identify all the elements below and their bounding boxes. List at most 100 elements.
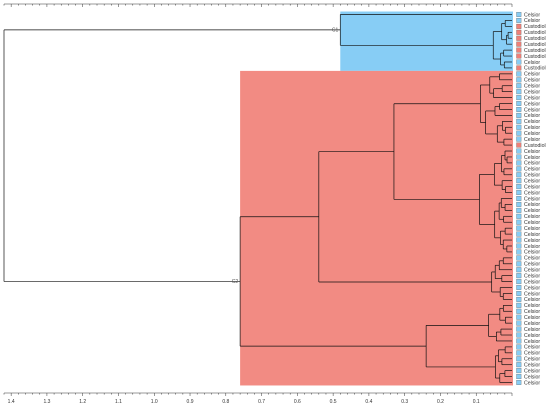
leaf-color-swatch [516, 273, 522, 279]
x-tick-label: 0.6 [294, 399, 301, 404]
leaf-label: Custodiol [524, 143, 546, 149]
leaf-label: Celsior [524, 315, 540, 321]
leaf-color-swatch [516, 362, 522, 368]
leaf-color-swatch [516, 237, 522, 243]
leaf-label: Celsior [524, 262, 540, 268]
leaf-label: Celsior [524, 167, 540, 173]
leaf-color-swatch [516, 196, 522, 201]
leaf-color-swatch [516, 225, 522, 231]
leaf-label: Celsior [524, 268, 540, 274]
leaf-label: Celsior [524, 333, 540, 339]
leaf-label: Celsior [524, 190, 540, 196]
leaf-label: Celsior [524, 374, 540, 380]
leaf-color-swatch [516, 302, 522, 308]
cluster-c2-region [240, 70, 513, 386]
leaf-color-swatch [516, 249, 522, 255]
leaf-color-swatch [516, 77, 522, 83]
leaf-label: Custodiol [524, 54, 546, 60]
leaf-label: Celsior [524, 345, 540, 351]
leaf-label: Celsior [524, 250, 540, 256]
leaf-color-swatch [516, 190, 522, 196]
x-tick-label: 0.7 [258, 399, 265, 404]
leaf-color-swatch [516, 124, 522, 130]
leaf-color-swatch [516, 332, 522, 338]
leaf-label: Celsior [524, 208, 540, 214]
leaf-color-swatch [516, 296, 522, 302]
leaf-label: Celsior [524, 155, 540, 161]
leaf-label: Celsior [524, 220, 540, 226]
leaf-color-swatch [516, 201, 522, 207]
leaf-label: Celsior [524, 202, 540, 208]
leaf-color-swatch [516, 148, 522, 154]
leaf-label: Celsior [524, 285, 540, 291]
leaf-color-swatch [516, 285, 522, 290]
leaf-label: Celsior [524, 149, 540, 155]
cluster-regions [240, 11, 513, 386]
x-tick-label: 1.4 [8, 399, 15, 404]
leaf-label: Celsior [524, 232, 540, 238]
leaf-color-swatch [516, 23, 522, 29]
leaf-color-swatch [516, 314, 522, 320]
dendrogram-links [3, 14, 512, 383]
leaf-label: Celsior [524, 196, 540, 202]
leaf-color-swatch [516, 59, 522, 65]
cluster-c1-region [340, 11, 513, 71]
leaf-labels: CelsiorCelsiorCustodiolCustodiolCustodio… [516, 12, 546, 386]
leaf-label: Celsior [524, 137, 540, 143]
leaf-color-swatch [516, 41, 522, 47]
x-tick-label: 1.2 [79, 399, 86, 404]
leaf-label: Celsior [524, 362, 540, 368]
leaf-label: Celsior [524, 214, 540, 220]
leaf-color-swatch [516, 231, 522, 237]
leaf-color-swatch [516, 308, 522, 314]
leaf-label: Celsior [524, 309, 540, 315]
leaf-color-swatch [516, 178, 522, 184]
leaf-label: Celsior [524, 357, 540, 363]
leaf-label: Celsior [524, 78, 540, 84]
leaf-color-swatch [516, 83, 522, 89]
leaf-color-swatch [516, 243, 522, 249]
leaf-label: Celsior [524, 89, 540, 95]
leaf-color-swatch [516, 12, 522, 17]
leaf-label: Celsior [524, 107, 540, 113]
leaf-label: Celsior [524, 72, 540, 78]
leaf-color-swatch [516, 344, 522, 350]
x-tick-label: 0.9 [187, 399, 194, 404]
leaf-color-swatch [516, 118, 522, 124]
leaf-label: Celsior [524, 226, 540, 232]
leaf-color-swatch [516, 154, 522, 160]
leaf-color-swatch [516, 107, 522, 112]
leaf-color-swatch [516, 338, 522, 344]
leaf-color-swatch [516, 380, 522, 385]
leaf-label: Celsior [524, 18, 540, 24]
leaf-color-swatch [516, 219, 522, 225]
leaf-color-swatch [516, 172, 522, 178]
x-tick-label: 0.3 [401, 399, 408, 404]
leaf-color-swatch [516, 291, 522, 296]
leaf-color-swatch [516, 29, 522, 35]
leaf-color-swatch [516, 213, 522, 219]
leaf-color-swatch [516, 160, 522, 166]
leaf-label: Custodiol [524, 30, 546, 36]
leaf-label: Celsior [524, 273, 540, 279]
leaf-label: Celsior [524, 327, 540, 333]
leaf-color-swatch [516, 356, 522, 362]
leaf-label: Celsior [524, 113, 540, 119]
leaf-label: Celsior [524, 244, 540, 250]
leaf-label: Celsior [524, 101, 540, 107]
leaf-label: Celsior [524, 297, 540, 303]
leaf-label: Celsior [524, 368, 540, 374]
leaf-label: Celsior [524, 279, 540, 285]
x-tick-label: 0.8 [222, 399, 229, 404]
leaf-label: Custodiol [524, 66, 546, 72]
leaf-color-swatch [516, 17, 522, 23]
leaf-color-swatch [516, 35, 522, 41]
leaf-label: Celsior [524, 173, 540, 179]
leaf-label: Celsior [524, 339, 540, 345]
leaf-color-swatch [516, 320, 522, 326]
x-tick-label: 1.3 [43, 399, 50, 404]
leaf-color-swatch [516, 374, 522, 380]
leaf-label: Celsior [524, 125, 540, 131]
leaf-label: Celsior [524, 238, 540, 244]
leaf-label: Celsior [524, 184, 540, 190]
